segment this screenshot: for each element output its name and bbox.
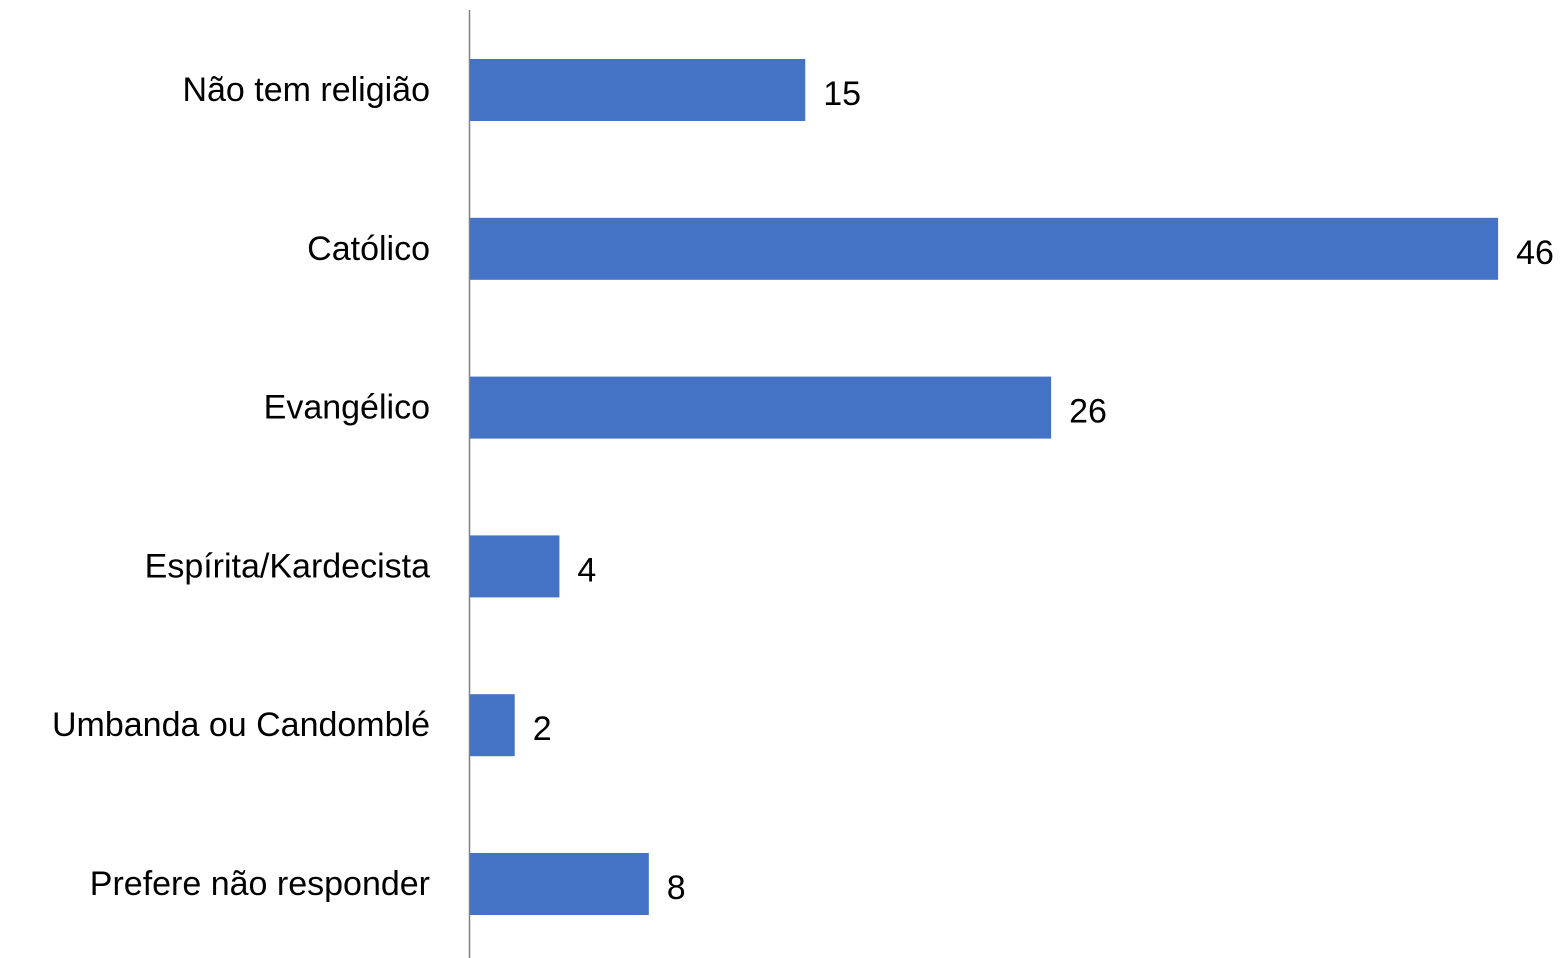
bar — [470, 694, 515, 757]
bar-group — [470, 59, 1499, 915]
bar — [470, 59, 806, 121]
category-label: Evangélico — [264, 389, 430, 427]
category-label: Católico — [307, 230, 430, 268]
bar — [470, 376, 1052, 439]
category-label-group: Não tem religião Católico Evangélico Espíri… — [52, 71, 430, 903]
category-label: Umbanda ou Candomblé — [52, 706, 430, 744]
value-label-group: 15 46 26 4 2 8 — [533, 75, 1554, 907]
category-label: Prefere não responder — [90, 865, 430, 903]
data-label: 4 — [577, 551, 596, 589]
bar — [470, 535, 560, 598]
data-label: 2 — [533, 710, 552, 748]
category-label: Espírita/Kardecista — [145, 547, 430, 585]
data-label: 15 — [823, 75, 861, 113]
data-label: 46 — [1516, 234, 1554, 272]
data-label: 26 — [1069, 393, 1107, 431]
category-label: Não tem religião — [182, 71, 430, 109]
data-label: 8 — [667, 869, 686, 907]
bar — [470, 217, 1499, 280]
bar — [470, 853, 649, 915]
